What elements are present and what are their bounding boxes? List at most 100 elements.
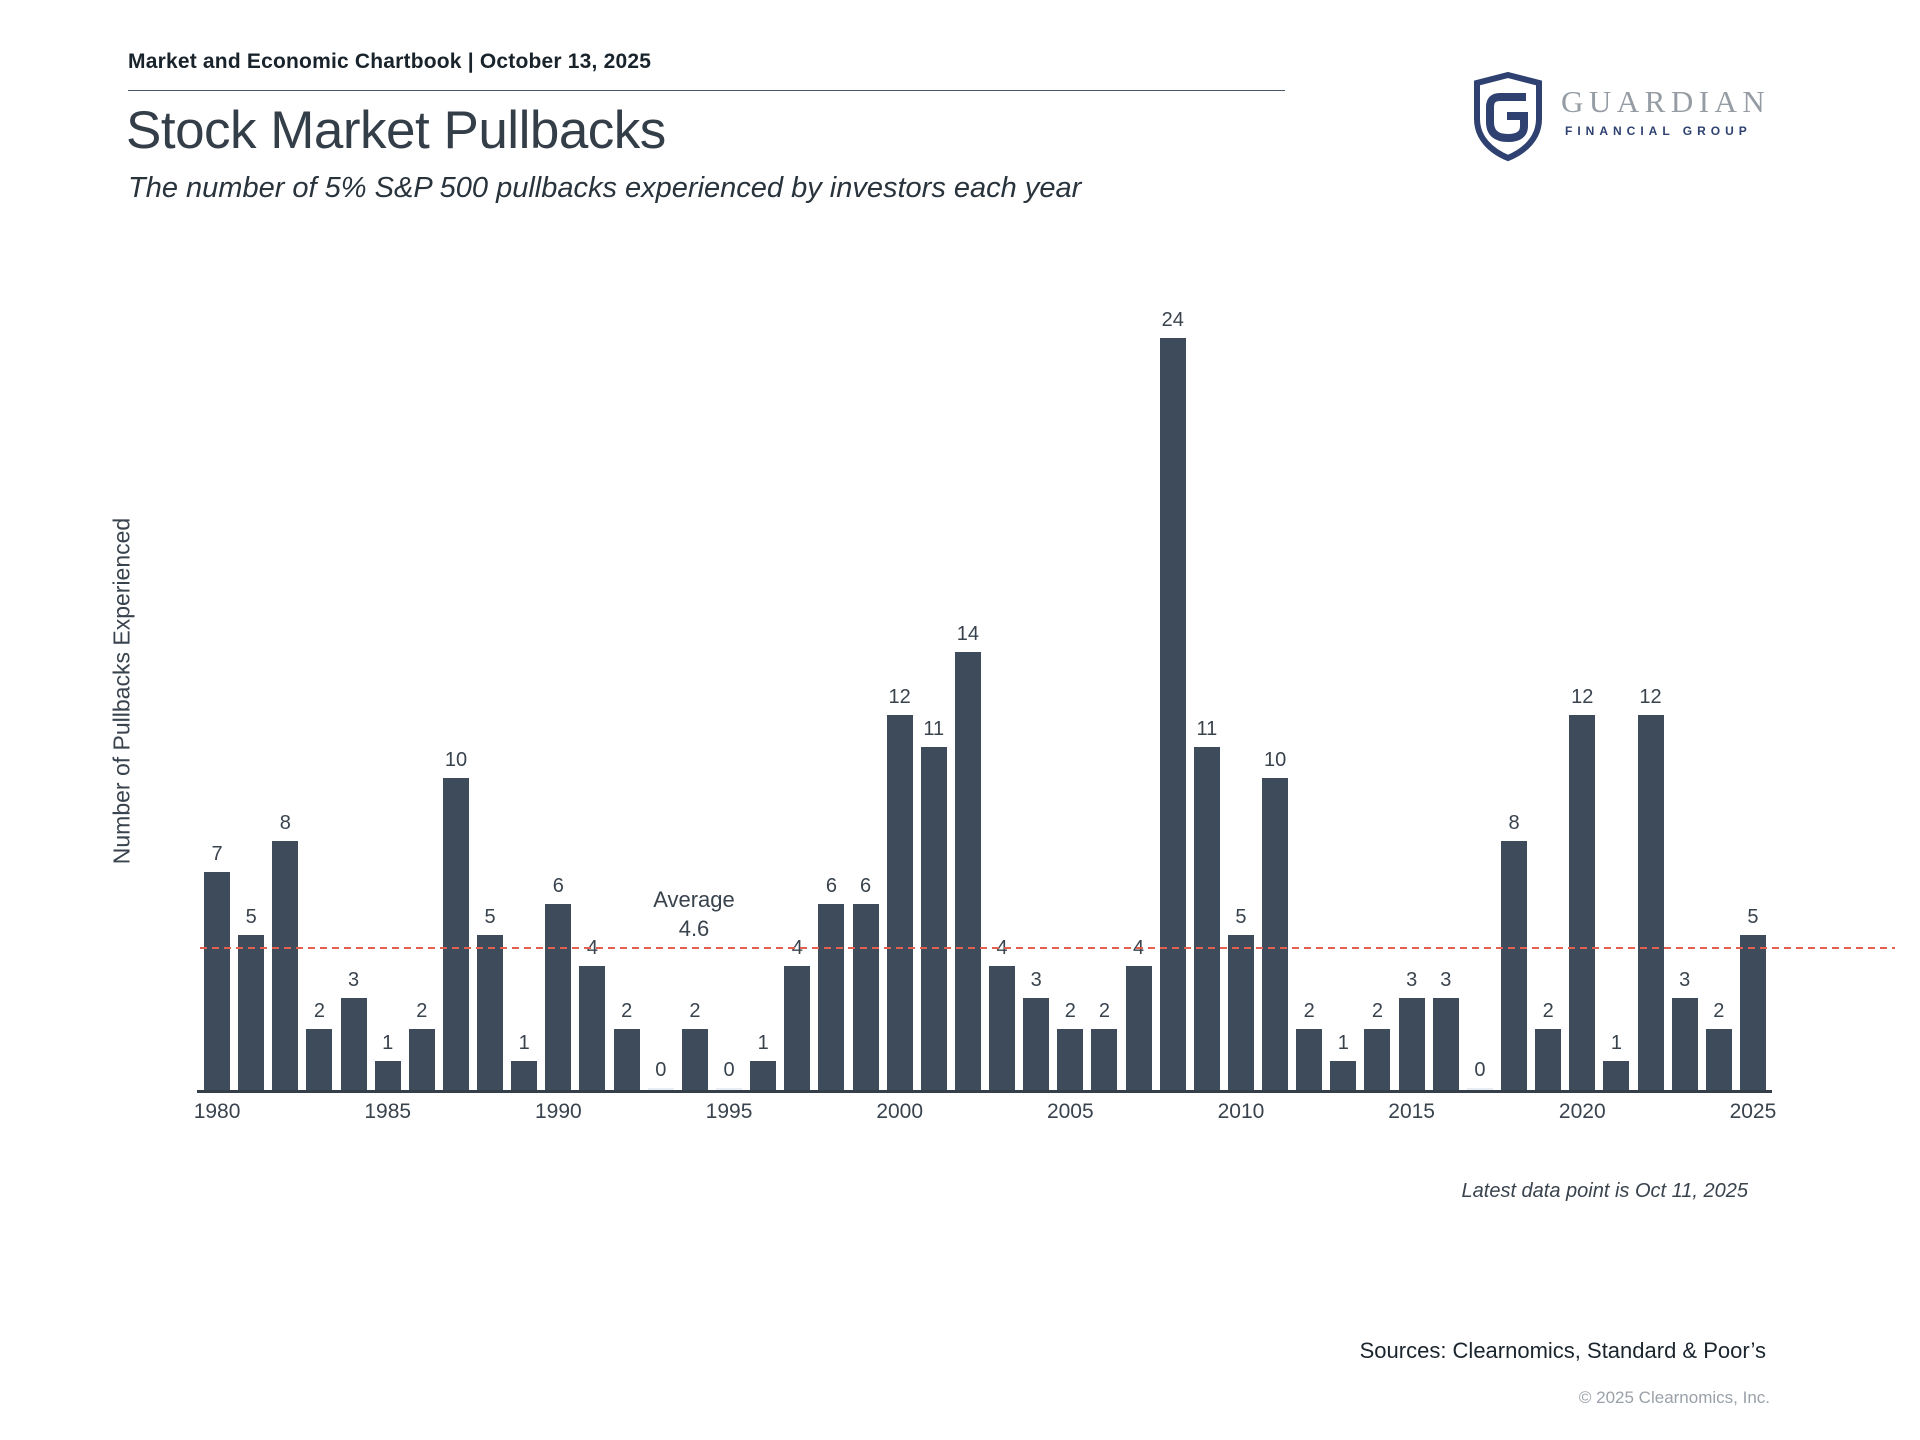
average-label: Average 4.6 — [609, 885, 779, 943]
sources-note: Sources: Clearnomics, Standard & Poor’s — [1359, 1338, 1766, 1363]
bar-2003 — [989, 966, 1016, 1092]
bar-2023 — [1671, 997, 1698, 1092]
bar-group-1997: 4 — [780, 300, 814, 1092]
bar-value-label-2014: 2 — [1371, 1000, 1384, 1023]
bar-2019 — [1535, 1029, 1562, 1092]
bar-group-1995: 0 — [712, 300, 746, 1092]
bar-2006 — [1091, 1029, 1118, 1092]
bar-value-label-2021: 1 — [1610, 1031, 1622, 1054]
bar-2012 — [1296, 1029, 1323, 1092]
bar-1994 — [681, 1029, 708, 1092]
bar-1997 — [784, 966, 811, 1092]
bar-value-label-2008: 24 — [1161, 309, 1184, 332]
x-tick-label-1990: 1990 — [535, 1100, 582, 1123]
bar-group-1990: 6 — [541, 300, 575, 1092]
bar-2005 — [1057, 1029, 1084, 1092]
bar-2009 — [1193, 746, 1220, 1092]
bar-value-label-1994: 2 — [689, 1000, 701, 1023]
bar-value-label-2024: 2 — [1713, 1000, 1725, 1023]
bar-2007 — [1125, 966, 1152, 1092]
guardian-logo: GUARDIAN FINANCIAL GROUP — [1473, 71, 1765, 162]
bar-value-label-1988: 5 — [484, 906, 496, 928]
bar-group-2014: 2 — [1360, 300, 1394, 1092]
bar-group-2001: 11 — [917, 300, 951, 1092]
logo-subtext: FINANCIAL GROUP — [1565, 124, 1752, 138]
logo-wordmark: GUARDIAN — [1561, 84, 1771, 119]
header-rule — [128, 90, 1285, 91]
bar-group-2004: 3 — [1019, 300, 1053, 1092]
bar-value-label-2017: 0 — [1474, 1059, 1486, 1081]
bar-group-2020: 12 — [1565, 300, 1599, 1092]
bar-group-2023: 3 — [1668, 300, 1702, 1092]
bar-2016 — [1432, 997, 1459, 1092]
bar-value-label-1999: 6 — [859, 874, 872, 897]
bar-2004 — [1023, 997, 1050, 1092]
bar-value-label-2015: 3 — [1406, 968, 1418, 991]
x-tick-label-1980: 1980 — [193, 1100, 241, 1123]
bar-group-1980: 7 — [200, 300, 234, 1092]
bar-1990 — [545, 903, 572, 1092]
bar-group-1986: 2 — [405, 300, 439, 1092]
bar-2002 — [954, 652, 981, 1092]
bar-1988 — [477, 935, 504, 1092]
bar-1985 — [374, 1060, 401, 1092]
bar-value-label-1987: 10 — [444, 749, 468, 771]
x-axis-ticks: 1980 1985 1990 1995 2000 2005 2010 2015 2020 2025 — [194, 1100, 1777, 1128]
bar-value-label-1985: 1 — [382, 1031, 394, 1054]
bar-1984 — [340, 997, 367, 1092]
bar-group-1989: 1 — [507, 300, 541, 1092]
bar-2025 — [1739, 935, 1766, 1092]
bar-2024 — [1705, 1029, 1732, 1092]
bar-value-label-1980: 7 — [211, 843, 223, 866]
bar-1996 — [750, 1060, 777, 1092]
bar-group-1998: 6 — [814, 300, 848, 1092]
bar-group-2002: 14 — [951, 300, 985, 1092]
bar-1981 — [238, 935, 265, 1092]
x-tick-label-1985: 1985 — [364, 1100, 412, 1123]
bar-group-1988: 5 — [473, 300, 507, 1092]
x-tick-label-2000: 2000 — [876, 1100, 924, 1123]
bar-1989 — [511, 1060, 538, 1092]
bar-value-label-2018: 8 — [1508, 811, 1520, 834]
page-subtitle: The number of 5% S&P 500 pullbacks exper… — [128, 172, 1082, 204]
bar-value-label-2005: 2 — [1064, 1000, 1076, 1023]
bar-value-label-1995: 0 — [723, 1059, 735, 1081]
bar-group-1994: 2 — [678, 300, 712, 1092]
bar-group-2021: 1 — [1599, 300, 1633, 1092]
bar-1992 — [613, 1029, 640, 1092]
bar-value-label-2025: 5 — [1747, 906, 1759, 928]
x-tick-label-2020: 2020 — [1558, 1100, 1606, 1123]
bar-value-label-2016: 3 — [1440, 968, 1452, 991]
bar-group-2000: 12 — [883, 300, 917, 1092]
bar-2010 — [1227, 935, 1254, 1092]
bar-value-label-1981: 5 — [245, 906, 257, 928]
bar-value-label-1982: 8 — [279, 811, 291, 834]
bar-group-2009: 11 — [1190, 300, 1224, 1092]
bar-group-2016: 3 — [1429, 300, 1463, 1092]
bar-1980 — [204, 872, 231, 1092]
bar-1987 — [442, 778, 469, 1092]
bar-value-label-1990: 6 — [552, 874, 564, 897]
bar-1982 — [272, 840, 299, 1092]
bar-2018 — [1501, 840, 1528, 1092]
bar-group-2011: 10 — [1258, 300, 1292, 1092]
bar-group-2010: 5 — [1224, 300, 1258, 1092]
bar-group-1984: 3 — [337, 300, 371, 1092]
bar-value-label-1996: 1 — [757, 1031, 769, 1054]
bar-value-label-2001: 11 — [923, 717, 945, 740]
bar-value-label-2010: 5 — [1235, 906, 1247, 928]
bar-group-1981: 5 — [234, 300, 268, 1092]
bar-group-1983: 2 — [302, 300, 336, 1092]
bar-group-2025: 5 — [1736, 300, 1770, 1092]
bar-1986 — [408, 1029, 435, 1092]
bar-value-label-1989: 1 — [518, 1031, 530, 1054]
x-tick-label-2025: 2025 — [1729, 1100, 1777, 1123]
bar-2013 — [1330, 1060, 1357, 1092]
bar-value-label-2022: 12 — [1639, 686, 1662, 709]
bar-value-label-1986: 2 — [416, 1000, 428, 1023]
bar-group-2008: 24 — [1156, 300, 1190, 1092]
bar-value-label-2004: 3 — [1030, 968, 1042, 991]
bar-group-2003: 4 — [985, 300, 1019, 1092]
bar-group-2013: 1 — [1326, 300, 1360, 1092]
